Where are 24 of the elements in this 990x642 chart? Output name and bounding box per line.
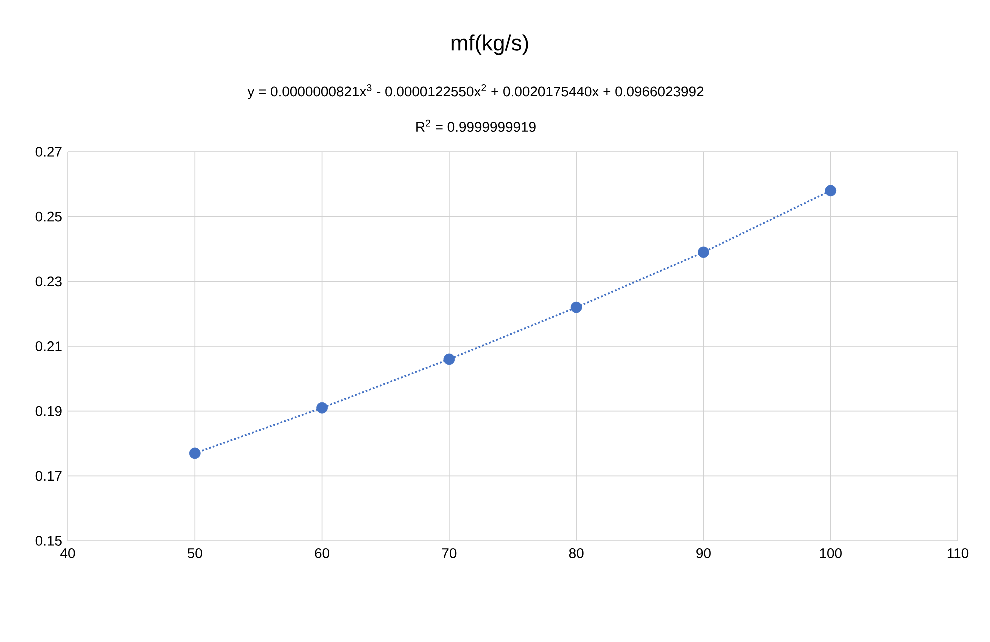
point <box>825 185 837 197</box>
x-tick-label: 80 <box>569 548 584 558</box>
x-tick-label: 40 <box>60 548 76 558</box>
x-tick-label: 50 <box>188 548 202 558</box>
chart-title: mf(kg/s) <box>452 34 528 56</box>
y-tick-label: 0.23 <box>36 276 62 287</box>
x-tick-label: 100 <box>820 548 842 558</box>
y-tick-label: 0.17 <box>36 471 62 482</box>
x-tick-label: 110 <box>948 548 969 558</box>
point <box>189 448 201 460</box>
y-tick-label: 0.15 <box>36 536 62 546</box>
y-tick-label: 0.25 <box>36 212 62 222</box>
x-tick-label: 70 <box>442 548 457 558</box>
x-tick-label: 60 <box>315 548 330 558</box>
y-tick-label: 0.27 <box>36 147 62 157</box>
text: R$^{2}$ = 0.9999999919 <box>416 120 536 132</box>
text: y = 0.0000000821x$^{3}$ - 0.0000122550x$^{2}$ + 0.0020175440x + 0.0966023992 <box>248 84 704 100</box>
y-tick-label: 0.19 <box>36 406 62 416</box>
point <box>570 302 582 314</box>
x-tick-label: 90 <box>696 548 711 558</box>
point <box>316 402 328 414</box>
point <box>698 246 710 258</box>
point <box>444 354 456 366</box>
y-tick-label: 0.21 <box>36 342 62 352</box>
